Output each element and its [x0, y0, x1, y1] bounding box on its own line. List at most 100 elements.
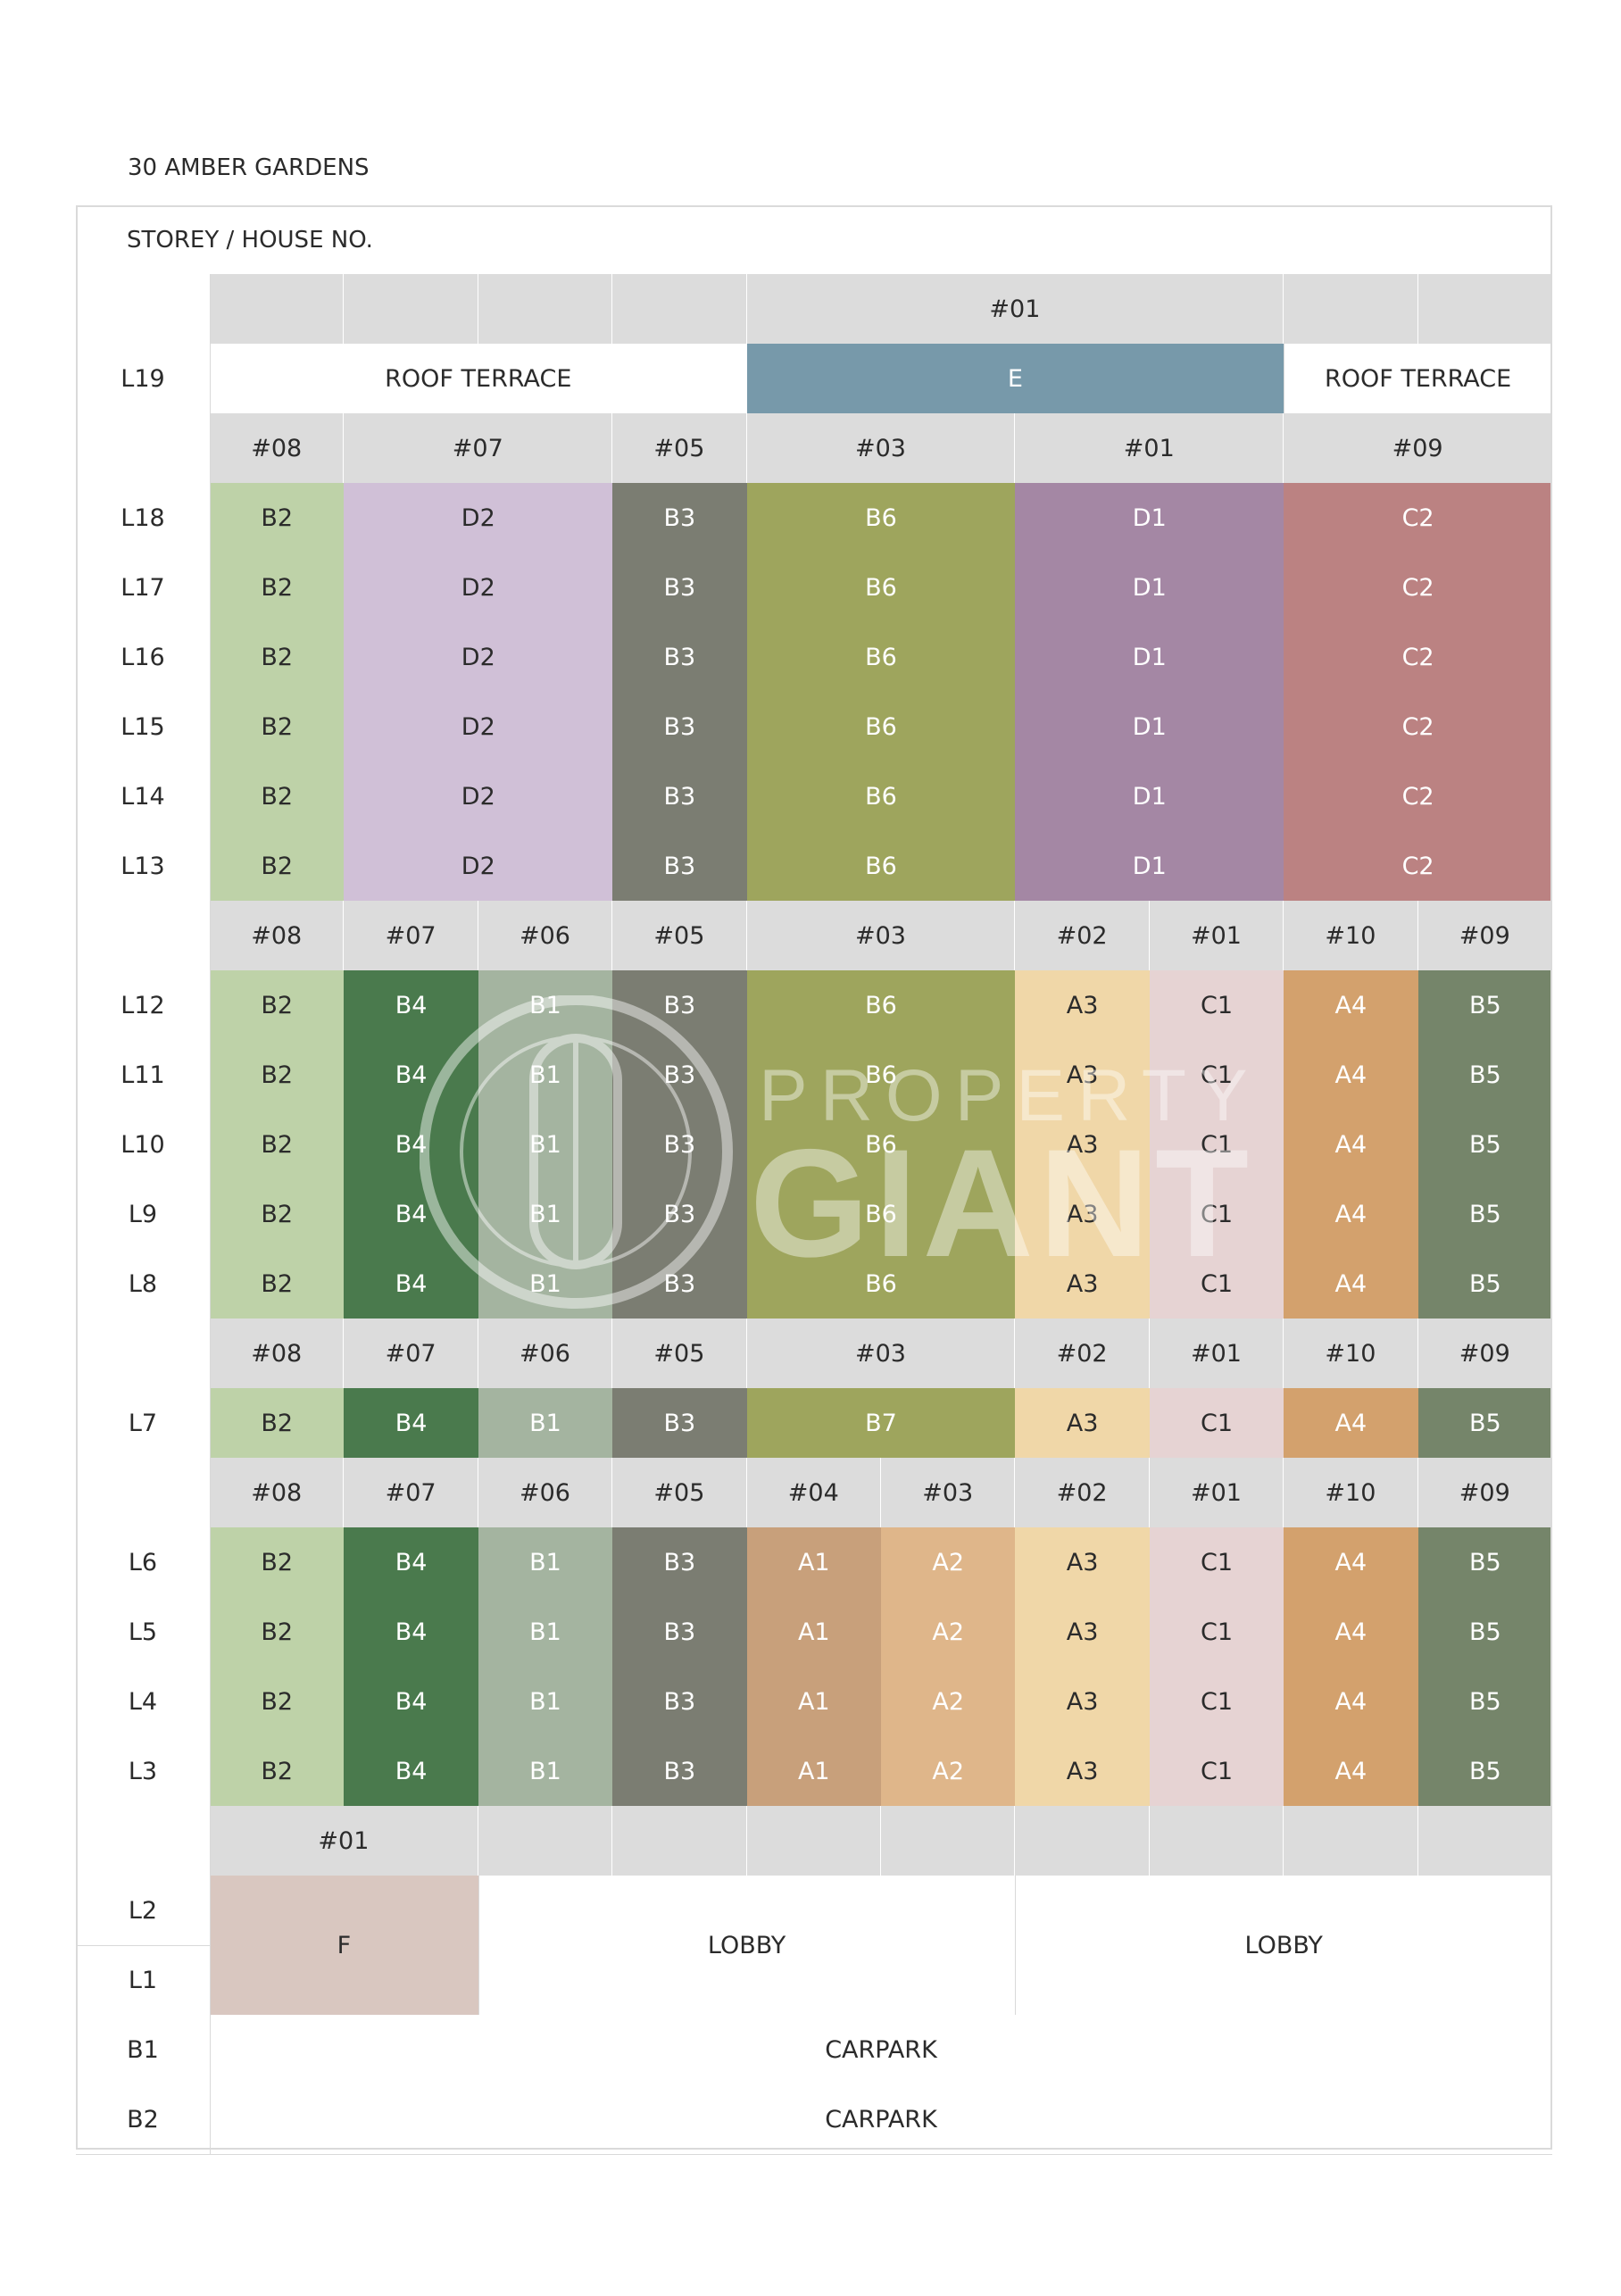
unit-type-b1: B1 — [478, 1667, 613, 1736]
storey-label-l10: L10 — [76, 1110, 210, 1179]
unit-type-d1: D1 — [1015, 692, 1284, 761]
storey-label-l16: L16 — [76, 622, 210, 692]
area-carpark: CARPARK — [210, 2015, 1552, 2084]
house-no-blank — [612, 1806, 747, 1876]
unit-type-b4: B4 — [344, 1597, 478, 1667]
unit-type-a2: A2 — [881, 1597, 1016, 1667]
storey-label-blank — [76, 413, 210, 483]
unit-type-a4: A4 — [1284, 1736, 1418, 1806]
unit-type-f: F — [210, 1876, 478, 2015]
unit-type-b2: B2 — [210, 483, 345, 553]
unit-type-b2: B2 — [210, 1667, 345, 1736]
unit-type-b1: B1 — [478, 1110, 613, 1179]
house-no-03: #03 — [746, 1319, 1016, 1388]
unit-type-b5: B5 — [1417, 1527, 1552, 1597]
unit-type-d2: D2 — [344, 483, 613, 553]
unit-type-c2: C2 — [1284, 761, 1552, 831]
unit-type-b2: B2 — [210, 831, 345, 901]
unit-type-b3: B3 — [612, 1736, 747, 1806]
house-no-blank — [746, 1806, 881, 1876]
unit-type-b1: B1 — [478, 1040, 613, 1110]
house-no-blank — [1417, 1806, 1552, 1876]
unit-type-b5: B5 — [1417, 1110, 1552, 1179]
unit-type-b4: B4 — [344, 1527, 478, 1597]
unit-type-b4: B4 — [344, 1736, 478, 1806]
house-no-blank — [612, 274, 747, 344]
storey-label-l9: L9 — [76, 1179, 210, 1249]
unit-type-b2: B2 — [210, 1110, 345, 1179]
unit-type-b6: B6 — [746, 831, 1016, 901]
unit-type-d2: D2 — [344, 553, 613, 622]
unit-type-a3: A3 — [1015, 1040, 1150, 1110]
unit-type-b6: B6 — [746, 970, 1016, 1040]
storey-label-blank — [76, 1458, 210, 1527]
unit-type-a4: A4 — [1284, 1110, 1418, 1179]
unit-type-b1: B1 — [478, 1736, 613, 1806]
unit-type-d1: D1 — [1015, 622, 1284, 692]
unit-type-b6: B6 — [746, 1179, 1016, 1249]
storey-label-l12: L12 — [76, 970, 210, 1040]
house-no-05: #05 — [612, 1319, 747, 1388]
storey-label-l3: L3 — [76, 1736, 210, 1806]
house-no-blank — [881, 1806, 1016, 1876]
unit-type-b2: B2 — [210, 1040, 345, 1110]
unit-type-b4: B4 — [344, 970, 478, 1040]
unit-type-b5: B5 — [1417, 1388, 1552, 1458]
unit-type-a1: A1 — [746, 1667, 881, 1736]
unit-type-a3: A3 — [1015, 970, 1150, 1040]
unit-type-a2: A2 — [881, 1527, 1016, 1597]
storey-label-l11: L11 — [76, 1040, 210, 1110]
storey-label-l18: L18 — [76, 483, 210, 553]
unit-type-b5: B5 — [1417, 970, 1552, 1040]
unit-type-b4: B4 — [344, 1249, 478, 1319]
unit-type-a3: A3 — [1015, 1110, 1150, 1179]
unit-type-b2: B2 — [210, 970, 345, 1040]
storey-label-blank — [76, 1806, 210, 1876]
house-no-06: #06 — [478, 901, 613, 970]
house-no-blank — [1149, 1806, 1284, 1876]
unit-type-b3: B3 — [612, 1179, 747, 1249]
house-no-01: #01 — [1149, 1319, 1284, 1388]
unit-type-c1: C1 — [1149, 1249, 1284, 1319]
house-no-blank — [210, 274, 345, 344]
unit-type-c1: C1 — [1149, 1667, 1284, 1736]
unit-type-c1: C1 — [1149, 1527, 1284, 1597]
unit-type-b5: B5 — [1417, 1040, 1552, 1110]
house-no-blank — [1284, 274, 1418, 344]
house-no-06: #06 — [478, 1458, 613, 1527]
unit-type-a4: A4 — [1284, 1040, 1418, 1110]
house-no-blank — [1417, 274, 1552, 344]
unit-type-a3: A3 — [1015, 1527, 1150, 1597]
house-no-02: #02 — [1015, 1458, 1150, 1527]
unit-type-b4: B4 — [344, 1388, 478, 1458]
unit-type-c1: C1 — [1149, 1388, 1284, 1458]
unit-type-a3: A3 — [1015, 1179, 1150, 1249]
house-no-08: #08 — [210, 901, 345, 970]
house-no-03: #03 — [746, 413, 1016, 483]
unit-type-b3: B3 — [612, 1388, 747, 1458]
unit-type-b3: B3 — [612, 1597, 747, 1667]
storey-label-l1: L1 — [76, 1945, 210, 2015]
unit-type-c1: C1 — [1149, 970, 1284, 1040]
unit-type-a3: A3 — [1015, 1249, 1150, 1319]
unit-type-b3: B3 — [612, 1040, 747, 1110]
unit-type-b3: B3 — [612, 1249, 747, 1319]
unit-type-b7: B7 — [746, 1388, 1016, 1458]
unit-type-b4: B4 — [344, 1110, 478, 1179]
area-carpark: CARPARK — [210, 2084, 1552, 2154]
unit-type-b2: B2 — [210, 1388, 345, 1458]
storey-label-l4: L4 — [76, 1667, 210, 1736]
unit-type-b1: B1 — [478, 1249, 613, 1319]
house-no-09: #09 — [1284, 413, 1552, 483]
storey-label-b2: B2 — [76, 2084, 210, 2154]
storey-house-label: STOREY / HOUSE NO. — [127, 226, 373, 254]
unit-type-b2: B2 — [210, 622, 345, 692]
house-no-01: #01 — [1149, 1458, 1284, 1527]
unit-type-b6: B6 — [746, 1040, 1016, 1110]
unit-chart: STOREY / HOUSE NO. #01 L19 ROOF TERRACE E RO… — [76, 205, 1552, 2155]
unit-type-d1: D1 — [1015, 761, 1284, 831]
unit-type-c2: C2 — [1284, 622, 1552, 692]
unit-type-a2: A2 — [881, 1667, 1016, 1736]
unit-type-b6: B6 — [746, 553, 1016, 622]
house-no-10: #10 — [1284, 1458, 1418, 1527]
